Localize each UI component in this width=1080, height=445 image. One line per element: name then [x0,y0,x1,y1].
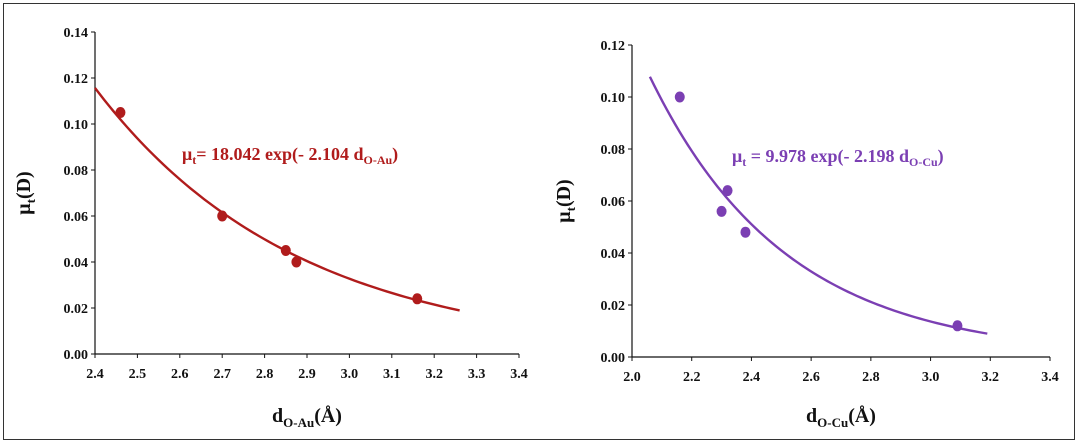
y-tick-label: 0.12 [64,72,89,87]
y-tick-label: 0.02 [601,299,626,314]
x-tick-label: 2.4 [743,370,761,385]
fit-equation: μt= 18.042 exp(- 2.104 dO-Au) [182,144,398,167]
data-point [740,226,751,238]
y-axis-title: μt(D) [13,171,38,214]
x-tick-label: 2.2 [683,370,701,385]
x-tick-label: 3.1 [383,367,401,382]
y-tick-label: 0.12 [601,39,626,54]
y-tick-label: 0.10 [64,118,89,133]
x-tick-label: 2.7 [213,367,231,382]
x-tick-label: 3.4 [1041,370,1059,385]
y-tick-label: 0.04 [601,247,626,262]
data-point [115,107,126,118]
x-tick-label: 3.3 [468,367,486,382]
y-tick-label: 0.06 [601,195,626,210]
data-point [291,256,302,268]
x-tick-label: 3.4 [510,367,528,382]
x-tick-label: 2.8 [862,370,880,385]
data-point [716,205,727,217]
x-tick-label: 3.2 [425,367,443,382]
data-point [722,185,733,197]
data-point [674,91,685,103]
y-tick-label: 0.10 [601,91,626,106]
x-tick-label: 2.8 [256,367,274,382]
fit-equation: μt = 9.978 exp(- 2.198 dO-Cu) [732,146,944,169]
y-tick-label: 0.00 [64,348,89,363]
y-tick-label: 0.08 [64,164,89,179]
x-tick-label: 2.0 [623,370,641,385]
chart-panel-2: 0.00 0.02 0.04 0.06 0.08 0.10 0.12 2.0 2.2 2.4 2.6… [553,39,1059,430]
x-tick-label: 3.0 [341,367,359,382]
y-axis-title: μt(D) [553,179,578,222]
fit-curve [94,87,460,312]
data-point [280,245,291,256]
y-tick-label: 0.00 [601,351,626,366]
y-tick-label: 0.04 [64,256,89,271]
figure-frame [3,3,1075,440]
data-point [412,293,423,305]
x-tick-label: 3.2 [982,370,1000,385]
x-axis-title: dO-Au(Å) [272,404,342,430]
y-tick-label: 0.14 [64,26,89,41]
chart-panel-1: 0.00 0.02 0.04 0.06 0.08 0.10 0.12 0.14 2.4 2.5 2.… [13,26,528,430]
fit-curve [648,76,988,335]
y-tick-label: 0.08 [601,143,626,158]
x-tick-label: 2.9 [298,367,316,382]
x-tick-label: 3.0 [922,370,940,385]
x-tick-label: 2.5 [129,367,147,382]
data-point [217,210,228,222]
x-axis-title: dO-Cu(Å) [806,404,876,430]
y-tick-label: 0.02 [64,302,89,317]
data-point [952,320,963,332]
x-tick-label: 2.6 [802,370,820,385]
x-tick-label: 2.6 [171,367,189,382]
x-tick-label: 2.4 [86,367,104,382]
y-tick-label: 0.06 [64,210,89,225]
